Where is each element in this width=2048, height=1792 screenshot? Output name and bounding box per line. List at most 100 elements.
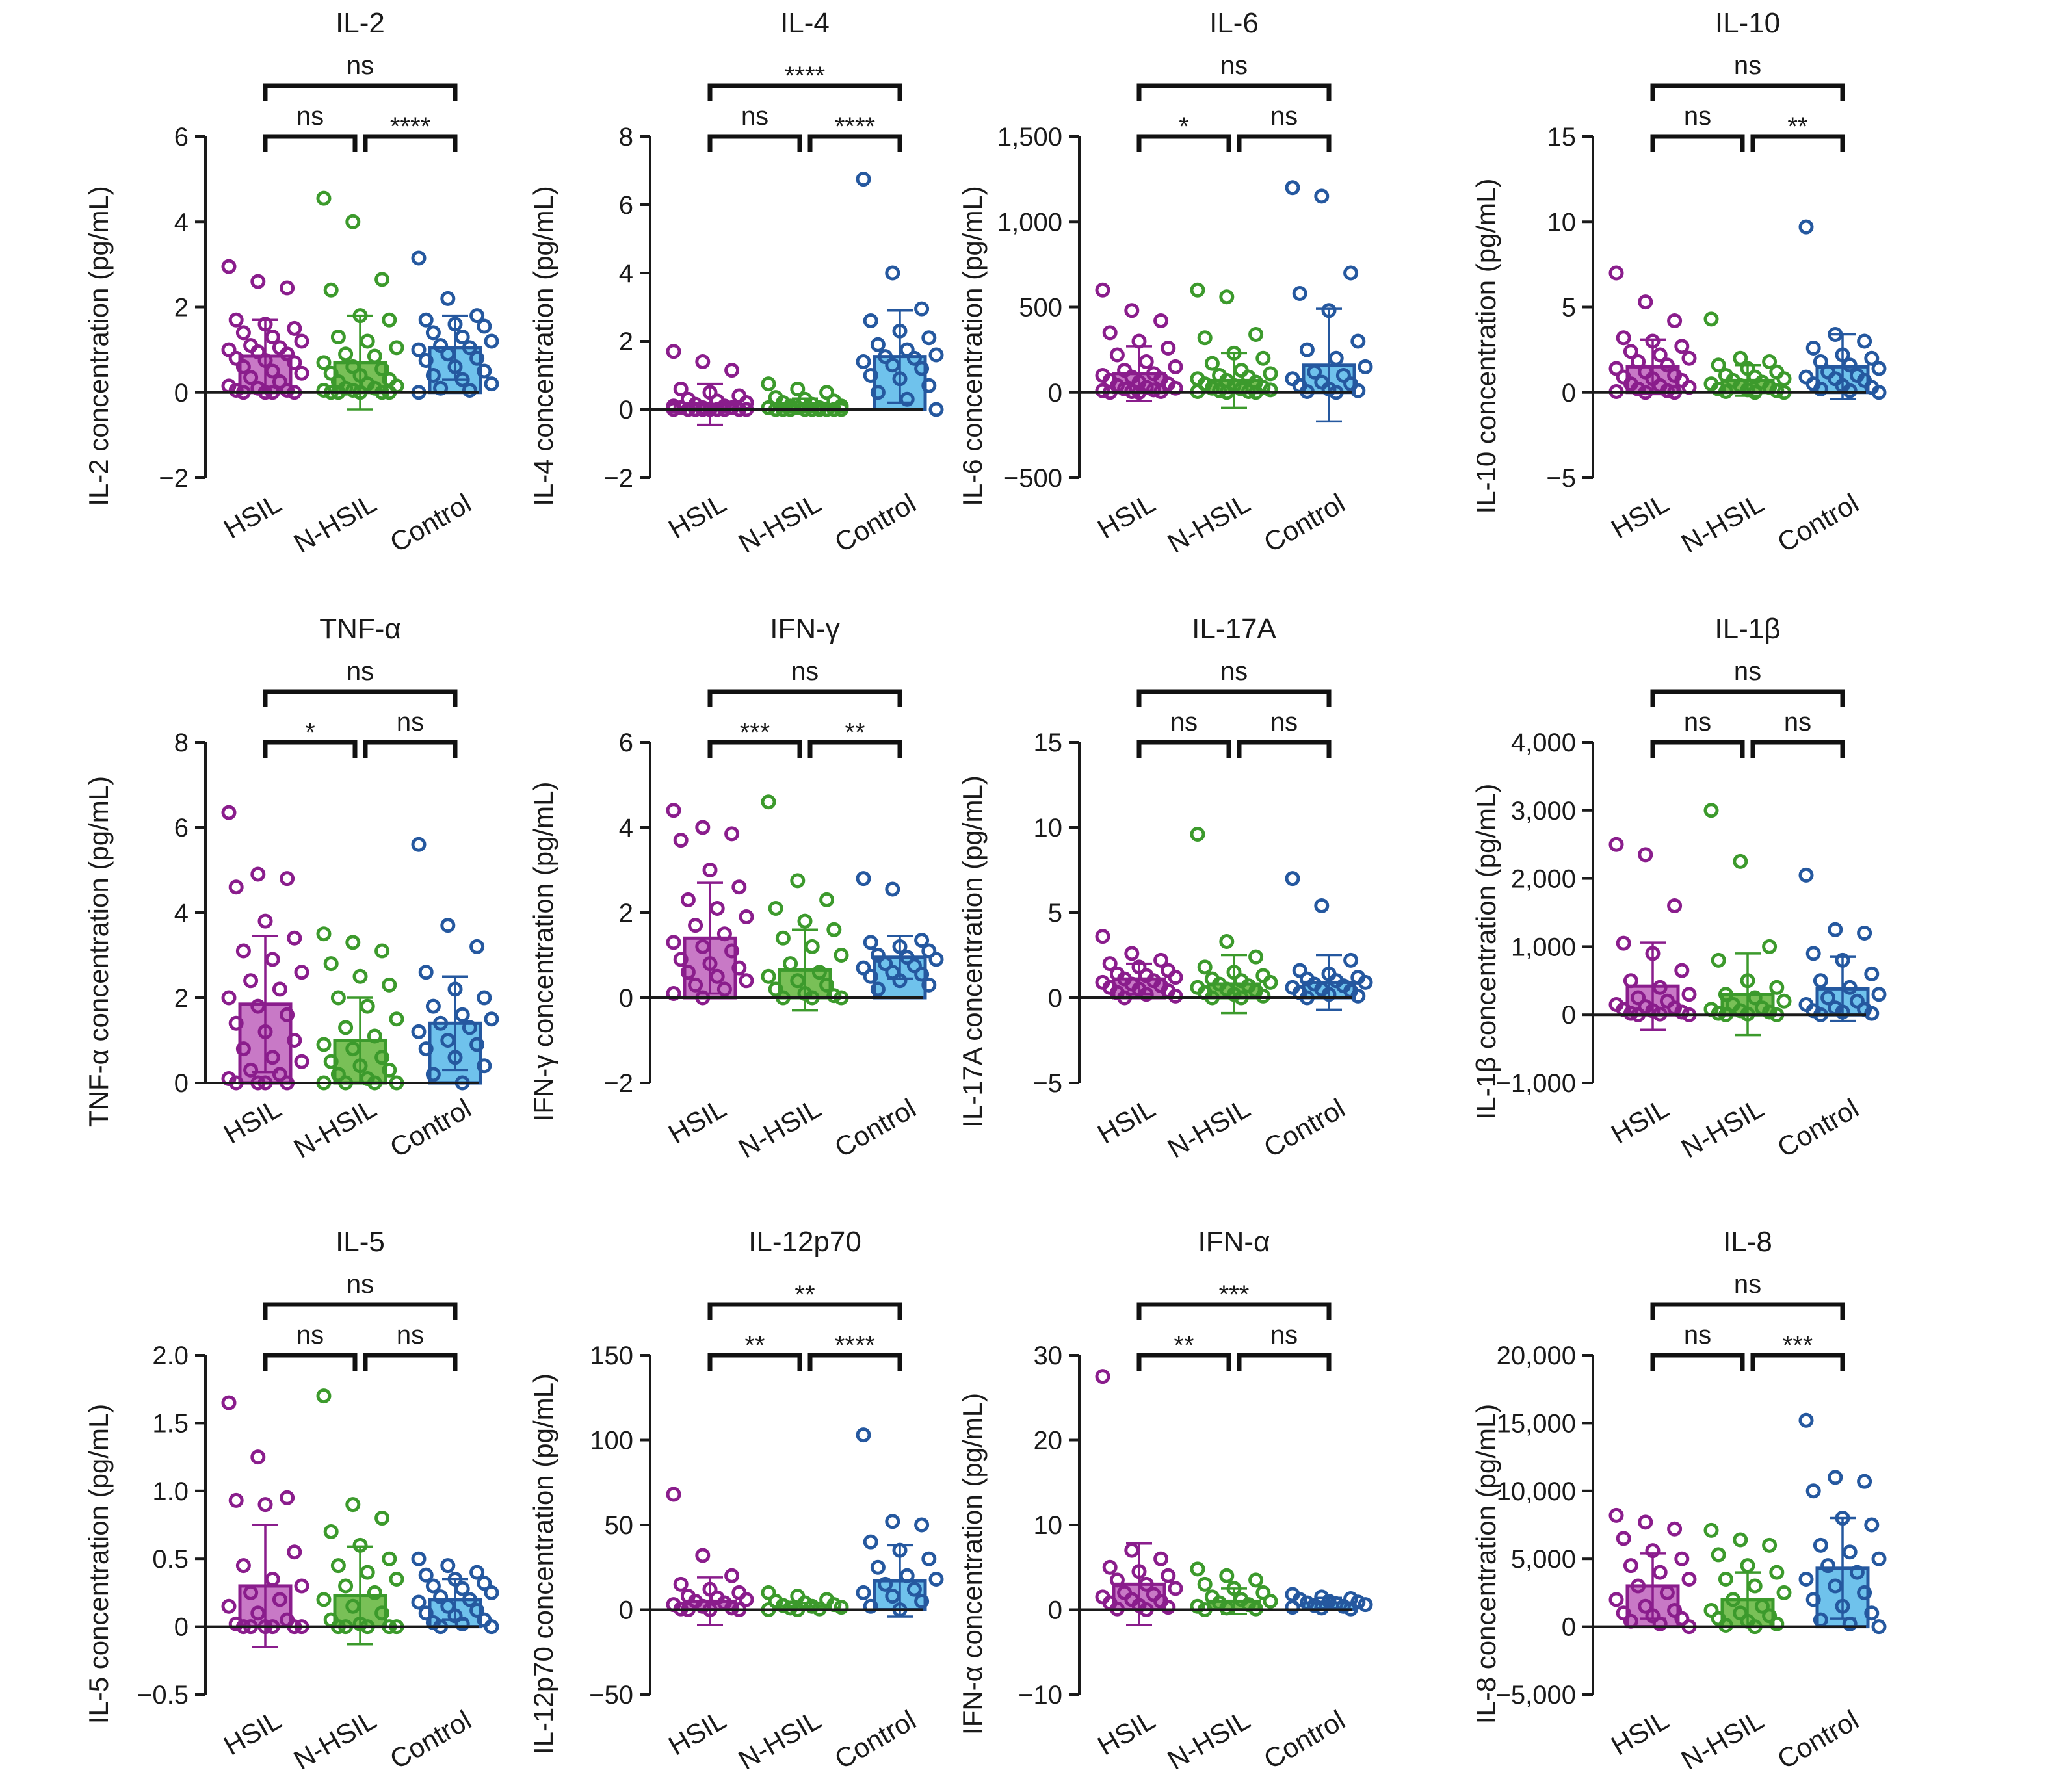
data-point (1161, 341, 1176, 356)
data-point (330, 1558, 346, 1574)
data-point (462, 382, 477, 398)
category-label: HSIL (1606, 487, 1674, 544)
data-point (863, 968, 878, 984)
data-point (666, 344, 681, 359)
data-point (709, 900, 725, 916)
data-point (783, 956, 798, 972)
data-point (892, 323, 908, 339)
data-point (1769, 1565, 1785, 1580)
y-tick-label: 15 (1547, 123, 1577, 151)
data-point (454, 329, 470, 344)
data-point (761, 794, 776, 810)
significance-label: ns (1734, 1270, 1761, 1299)
data-point (1343, 952, 1359, 968)
y-tick-label: 30 (1034, 1342, 1063, 1370)
data-point (323, 956, 339, 972)
y-tick-label: 4 (619, 814, 633, 842)
chart-panel: IL-12p70 IL-12p70 concentration (pg/mL) −5… (528, 1226, 944, 1776)
data-point (1645, 333, 1661, 349)
data-point (1131, 333, 1147, 349)
data-point (1124, 946, 1140, 961)
data-point (374, 1605, 390, 1621)
data-point (287, 930, 302, 946)
data-point (316, 1388, 332, 1404)
significance-label: ns (1684, 102, 1711, 131)
data-point (272, 374, 287, 389)
significance-bracket (263, 1302, 458, 1320)
data-point (1645, 1003, 1661, 1019)
significance-label: ** (1174, 1331, 1194, 1360)
significance-bracket (263, 740, 358, 758)
y-tick-label: 1,500 (997, 123, 1062, 151)
data-point (484, 333, 499, 349)
data-point (790, 1589, 806, 1604)
y-tick-label: 0 (1048, 1596, 1062, 1625)
data-point (280, 1007, 295, 1022)
y-tick-label: 0 (1048, 984, 1062, 1013)
category-label: Control (1259, 1093, 1350, 1163)
data-point (221, 805, 237, 820)
data-point (1168, 380, 1183, 396)
data-point (680, 892, 696, 907)
data-point (1740, 1558, 1755, 1574)
data-point (1828, 1578, 1843, 1594)
chart-panel: IL-10 IL-10 concentration (pg/mL) −5 0 5 10 15… (1471, 7, 1887, 559)
data-point (826, 988, 842, 1004)
data-point (928, 402, 944, 417)
data-point (1219, 934, 1235, 950)
data-point (1321, 382, 1337, 396)
category-label: N-HSIL (733, 1704, 826, 1776)
data-point (666, 803, 681, 818)
data-point (323, 282, 339, 298)
data-point (374, 1511, 390, 1526)
category-label: Control (385, 1704, 477, 1774)
data-point (1255, 1585, 1271, 1600)
data-point (1849, 1565, 1865, 1580)
data-point (228, 382, 244, 398)
data-point (673, 952, 689, 967)
data-point (1219, 1568, 1235, 1583)
category-label: N-HSIL (289, 1093, 382, 1164)
data-point (243, 370, 259, 385)
data-point (1117, 382, 1133, 396)
data-point (250, 998, 266, 1014)
data-point (1659, 383, 1675, 398)
data-point (484, 1585, 499, 1600)
data-point (1798, 867, 1814, 883)
y-tick-label: 0 (174, 379, 189, 408)
data-point (382, 1062, 397, 1078)
significance-bracket (1136, 1353, 1231, 1371)
data-point (272, 1592, 287, 1607)
significance-label: ns (1270, 1321, 1298, 1349)
data-point (1335, 368, 1351, 383)
data-point (1350, 383, 1366, 398)
data-point (1711, 1006, 1726, 1021)
chart-panel: IL-1β IL-1β concentration (pg/mL)−1,000 0 1… (1471, 613, 1887, 1164)
data-point (228, 1015, 244, 1031)
data-point (1828, 327, 1843, 342)
data-point (1623, 1558, 1638, 1574)
data-point (1307, 1598, 1322, 1613)
data-point (1681, 350, 1697, 366)
data-point (228, 1616, 244, 1631)
data-point (1153, 313, 1169, 328)
data-point (761, 376, 776, 392)
category-label: Control (1259, 1704, 1350, 1774)
chart-panel: IL-6 IL-6 concentration (pg/mL) −500 0 500 1,… (957, 7, 1373, 559)
data-point (1835, 952, 1850, 968)
data-point (1350, 988, 1366, 1004)
data-point (739, 1592, 754, 1607)
data-point (1776, 993, 1792, 1009)
data-point (374, 1050, 390, 1065)
data-point (878, 349, 893, 365)
data-point (272, 981, 287, 997)
y-tick-label: 6 (619, 729, 633, 757)
data-point (323, 1524, 339, 1539)
data-point (1769, 364, 1785, 380)
data-point (1769, 1616, 1785, 1631)
data-point (1292, 286, 1307, 301)
data-point (885, 1589, 900, 1604)
data-point (1813, 354, 1828, 369)
data-point (1871, 385, 1887, 400)
data-point (367, 348, 382, 364)
